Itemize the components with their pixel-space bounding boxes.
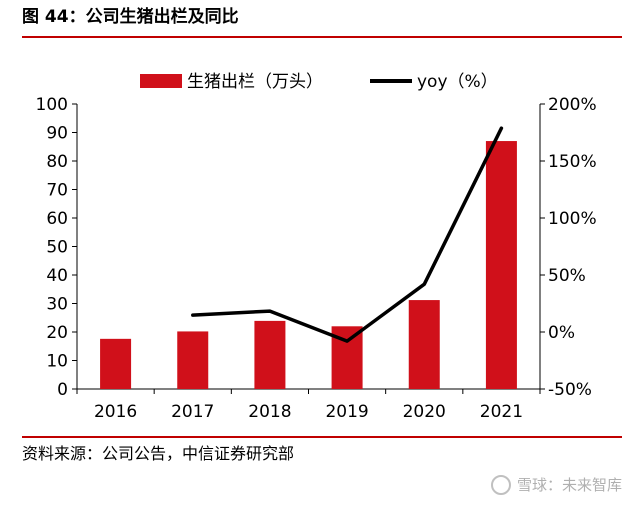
left-tick-label: 20	[46, 323, 68, 343]
left-tick-label: 70	[46, 181, 68, 201]
watermark-logo-icon	[490, 474, 511, 495]
right-tick-label: -50%	[548, 380, 592, 400]
left-tick-label: 40	[46, 266, 68, 286]
left-tick-label: 80	[46, 152, 68, 172]
x-tick-label: 2018	[248, 402, 291, 422]
left-tick-label: 50	[46, 238, 68, 258]
right-tick-label: 200%	[548, 95, 597, 115]
legend-line-label: yoy（%）	[417, 72, 498, 92]
bottom-divider	[22, 436, 622, 438]
yoy-line	[191, 126, 504, 343]
right-tick-label: 100%	[548, 209, 597, 229]
x-tick-label: 2019	[325, 402, 368, 422]
source-note: 资料来源：公司公告，中信证券研究部	[22, 444, 295, 463]
left-tick-label: 100	[36, 95, 68, 115]
right-tick-label: 0%	[548, 323, 575, 343]
top-divider	[22, 36, 622, 38]
axes: 0 10 20 30 40 50 60 70 80 90 100 -50% 0% 50% 100% 150% 2…	[36, 95, 597, 422]
bar-2016	[100, 338, 132, 389]
figure-title: 图 44：公司生猪出栏及同比	[22, 7, 239, 27]
left-tick-label: 10	[46, 352, 68, 372]
left-tick-label: 30	[46, 295, 68, 315]
x-tick-label: 2021	[480, 402, 523, 422]
right-tick-label: 50%	[548, 266, 586, 286]
legend-bar-swatch	[140, 74, 182, 88]
bar-2018	[254, 320, 286, 389]
right-tick-label: 150%	[548, 152, 597, 172]
x-tick-label: 2016	[94, 402, 137, 422]
yoy-series	[191, 126, 504, 343]
x-tick-label: 2017	[171, 402, 214, 422]
left-tick-label: 60	[46, 209, 68, 229]
legend-bar-label: 生猪出栏（万头）	[187, 72, 323, 92]
watermark: 雪球：未来智库	[490, 474, 622, 495]
bar-2021	[485, 141, 517, 389]
x-tick-label: 2020	[403, 402, 446, 422]
bar-series	[100, 141, 517, 389]
bar-2020	[408, 300, 440, 389]
bar-2017	[177, 331, 209, 389]
legend: 生猪出栏（万头） yoy（%）	[140, 72, 498, 92]
left-tick-label: 0	[57, 380, 68, 400]
chart: 生猪出栏（万头） yoy（%） 0 10 20 30 40 50 60 70 80 90 100 -5…	[36, 72, 597, 422]
left-tick-label: 90	[46, 124, 68, 144]
watermark-text: 雪球：未来智库	[516, 476, 622, 494]
